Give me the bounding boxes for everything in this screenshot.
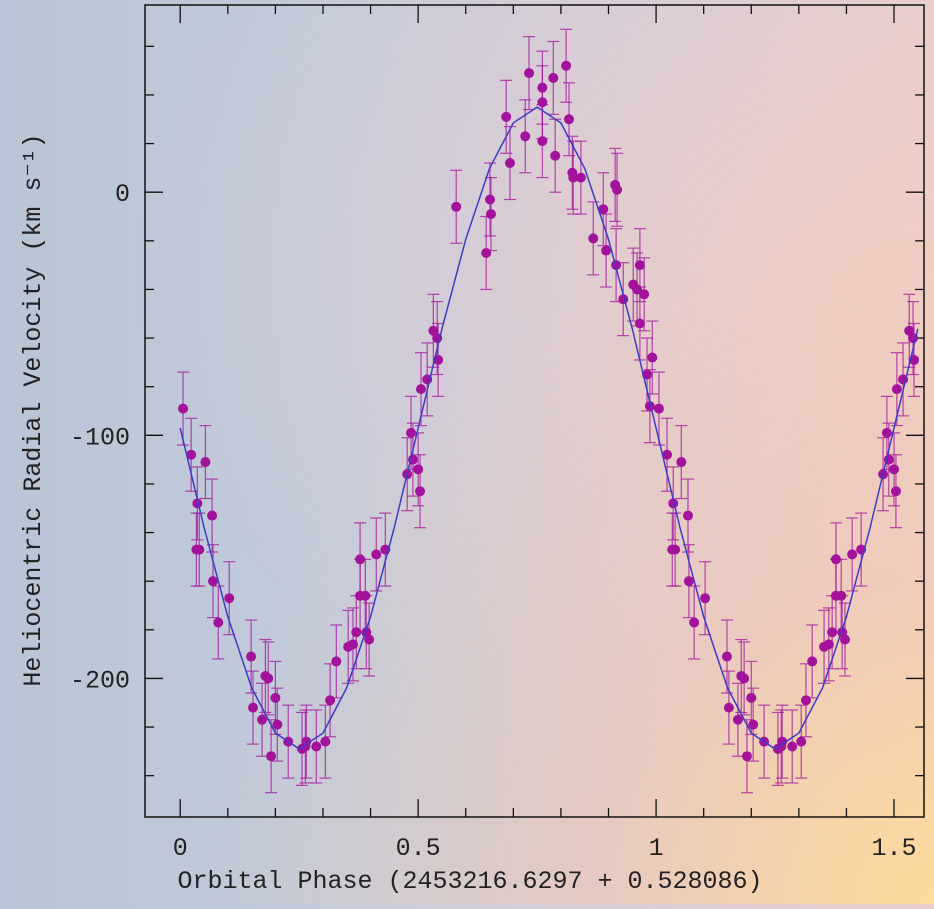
data-point xyxy=(724,703,734,713)
data-point xyxy=(413,464,423,474)
data-point xyxy=(270,693,280,703)
data-point xyxy=(194,545,204,555)
data-point xyxy=(272,720,282,730)
data-point xyxy=(831,554,841,564)
chart: Orbital Phase (2453216.6297 + 0.528086) … xyxy=(0,0,934,904)
data-point xyxy=(548,73,558,83)
y-axis-label: Heliocentric Radial Velocity (km s⁻¹) xyxy=(19,133,48,686)
data-point xyxy=(689,618,699,628)
data-point xyxy=(801,695,811,705)
data-point xyxy=(501,112,511,122)
data-point xyxy=(364,635,374,645)
data-point xyxy=(654,404,664,414)
y-tick-label: 0 xyxy=(115,180,130,209)
data-point xyxy=(263,673,273,683)
x-tick-label: 1.5 xyxy=(872,834,917,863)
data-point xyxy=(892,384,902,394)
data-point xyxy=(670,545,680,555)
data-point xyxy=(178,404,188,414)
data-point xyxy=(266,751,276,761)
data-point xyxy=(537,136,547,146)
data-point xyxy=(348,639,358,649)
data-point xyxy=(889,464,899,474)
data-point xyxy=(224,593,234,603)
data-point xyxy=(451,202,461,212)
fit-curve xyxy=(180,107,918,749)
data-point xyxy=(836,591,846,601)
data-point xyxy=(524,68,534,78)
data-point xyxy=(612,185,622,195)
data-point xyxy=(360,591,370,601)
data-point xyxy=(683,511,693,521)
data-point xyxy=(827,627,837,637)
data-point xyxy=(742,751,752,761)
data-point xyxy=(700,593,710,603)
data-point xyxy=(371,549,381,559)
x-tick-label: 1 xyxy=(649,834,664,863)
data-point xyxy=(311,741,321,751)
data-point xyxy=(416,384,426,394)
page: {"chart_data": {"type": "scatter", "xlab… xyxy=(0,0,934,904)
data-point xyxy=(248,703,258,713)
data-point xyxy=(213,618,223,628)
data-point xyxy=(647,353,657,363)
data-point xyxy=(355,554,365,564)
data-point xyxy=(325,695,335,705)
data-point xyxy=(635,318,645,328)
data-point xyxy=(320,737,330,747)
data-point xyxy=(520,131,530,141)
data-point xyxy=(739,673,749,683)
data-point xyxy=(733,715,743,725)
data-point xyxy=(576,173,586,183)
data-point xyxy=(588,233,598,243)
data-point xyxy=(676,457,686,467)
data-point xyxy=(505,158,515,168)
x-tick-label: 0 xyxy=(173,834,188,863)
data-point xyxy=(351,627,361,637)
data-point xyxy=(807,656,817,666)
data-point xyxy=(639,289,649,299)
data-point xyxy=(564,114,574,124)
data-point xyxy=(200,457,210,467)
y-tick-label: -100 xyxy=(70,423,130,452)
data-point xyxy=(257,715,267,725)
data-point xyxy=(601,246,611,256)
x-axis-label: Orbital Phase (2453216.6297 + 0.528086) xyxy=(177,867,762,896)
data-point xyxy=(722,652,732,662)
data-point xyxy=(550,151,560,161)
data-point xyxy=(787,741,797,751)
data-point xyxy=(635,260,645,270)
y-tick-label: -200 xyxy=(70,666,130,695)
data-point xyxy=(824,639,834,649)
data-point xyxy=(208,576,218,586)
x-tick-label: 0.5 xyxy=(396,834,441,863)
data-point xyxy=(246,652,256,662)
data-point xyxy=(746,693,756,703)
data-point xyxy=(561,61,571,71)
data-point xyxy=(796,737,806,747)
data-point xyxy=(207,511,217,521)
data-point xyxy=(406,428,416,438)
data-point xyxy=(891,486,901,496)
data-point xyxy=(537,97,547,107)
data-point xyxy=(840,635,850,645)
data-point xyxy=(748,720,758,730)
data-point xyxy=(882,428,892,438)
data-point xyxy=(331,656,341,666)
data-point xyxy=(684,576,694,586)
data-point xyxy=(485,194,495,204)
data-point xyxy=(481,248,491,258)
data-point xyxy=(486,209,496,219)
data-point xyxy=(847,549,857,559)
data-point xyxy=(537,83,547,93)
data-point xyxy=(415,486,425,496)
